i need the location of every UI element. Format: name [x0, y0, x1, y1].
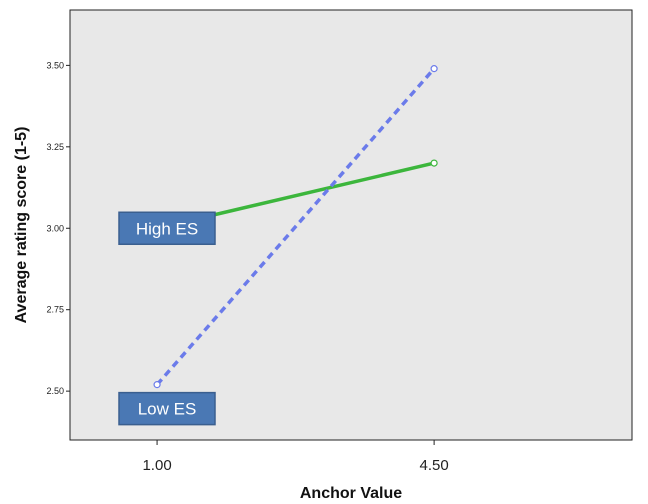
series-labels: High ES Low ES	[118, 211, 216, 426]
data-point-high-es	[430, 159, 438, 167]
data-point-low-es	[430, 65, 438, 73]
series-label-box	[118, 211, 216, 246]
series-label-box	[118, 391, 216, 426]
x-tick-label: 4.50	[420, 457, 449, 474]
x-tick-label: 1.00	[142, 457, 171, 474]
data-point-low-es	[153, 381, 161, 389]
y-tick-label: 2.75	[46, 305, 64, 315]
x-axis: 1.00 4.50	[142, 440, 449, 474]
y-tick-label: 3.25	[46, 142, 64, 152]
series-line-low-es	[155, 67, 436, 386]
series-label-high-es: High ES	[118, 211, 216, 246]
y-tick-label: 2.50	[46, 386, 64, 396]
y-axis: 2.50 2.75 3.00 3.25 3.50	[46, 60, 70, 396]
y-tick-label: 3.50	[46, 60, 64, 70]
x-axis-title: Anchor Value	[300, 485, 402, 502]
y-tick-label: 3.00	[46, 223, 64, 233]
series-label-low-es: Low ES	[118, 391, 216, 426]
series-label-text: High ES	[136, 219, 198, 238]
series-label-text: Low ES	[138, 400, 197, 419]
y-axis-title: Average rating score (1-5)	[13, 127, 30, 324]
